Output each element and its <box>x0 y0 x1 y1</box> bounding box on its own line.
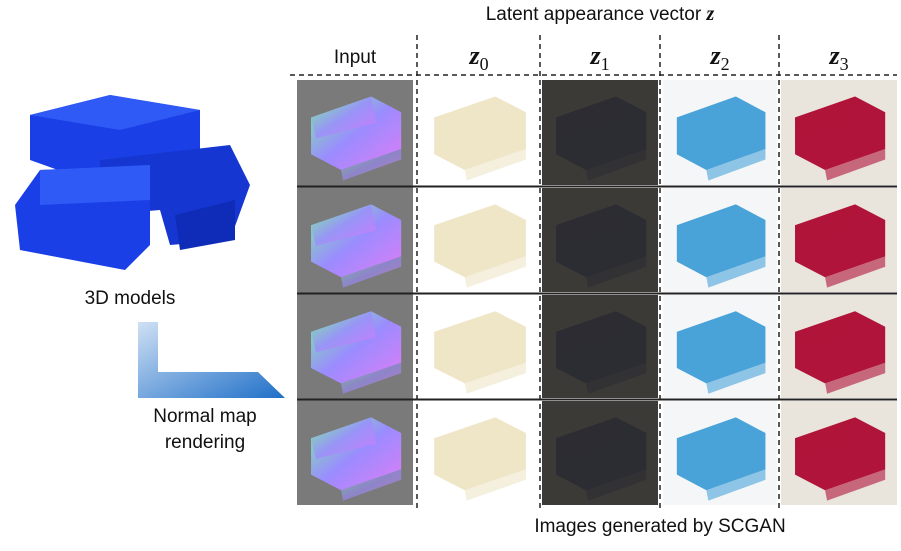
column-header: z0 <box>468 41 488 74</box>
column-subscript: 3 <box>840 54 849 74</box>
column-symbol: z <box>709 41 721 70</box>
header-title: Latent appearance vector z <box>486 3 715 25</box>
rendering-label: Normal map <box>153 406 256 427</box>
column-symbol: z <box>468 41 480 70</box>
grid <box>297 35 897 510</box>
3d-models <box>15 95 250 270</box>
column-symbol: z <box>589 41 601 70</box>
column-header: z3 <box>828 41 848 74</box>
column-subscript: 0 <box>480 54 489 74</box>
column-subscript: 2 <box>721 54 730 74</box>
column-header: Input <box>334 47 377 68</box>
title-text: Latent appearance vector <box>486 4 702 25</box>
column-symbol: z <box>828 41 840 70</box>
column-header: z1 <box>589 41 609 74</box>
models-label: 3D models <box>85 288 176 309</box>
arrow <box>138 322 285 398</box>
title-symbol: z <box>705 3 714 25</box>
column-subscript: 1 <box>601 54 610 74</box>
rendering-label: rendering <box>165 432 245 453</box>
footer-caption: Images generated by SCGAN <box>534 516 785 537</box>
column-header: z2 <box>709 41 729 74</box>
